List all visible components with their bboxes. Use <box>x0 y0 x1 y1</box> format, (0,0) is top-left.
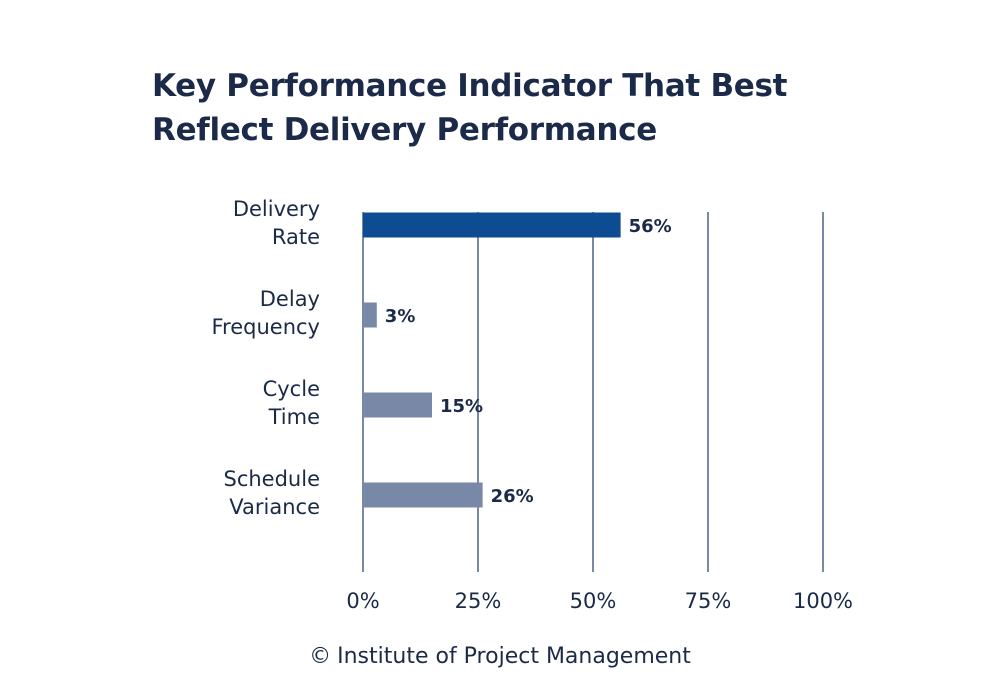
category-label-3-1: Variance <box>229 495 320 519</box>
category-label-0-1: Rate <box>272 225 320 249</box>
value-label-1: 3% <box>385 306 416 327</box>
value-label-3: 26% <box>491 486 534 507</box>
value-label-0: 56% <box>629 216 672 237</box>
category-label-1-1: Frequency <box>212 315 321 339</box>
copyright-footer: © Institute of Project Management <box>0 644 1000 669</box>
category-label-2-1: Time <box>268 405 320 429</box>
bar-0 <box>363 212 621 238</box>
category-label-0-0: Delivery <box>233 197 320 221</box>
chart-title: Key Performance Indicator That Best Refl… <box>152 64 912 152</box>
category-label-2-0: Cycle <box>263 377 320 401</box>
category-label-3-0: Schedule <box>224 467 321 491</box>
x-tick-label-75: 75% <box>685 589 732 613</box>
bar-1 <box>363 302 377 328</box>
chart-title-line-1: Key Performance Indicator That Best <box>152 68 788 104</box>
chart-title-line-2: Reflect Delivery Performance <box>152 112 657 148</box>
x-tick-label-100: 100% <box>793 589 853 613</box>
x-tick-label-0: 0% <box>346 589 379 613</box>
category-label-1-0: Delay <box>260 287 320 311</box>
copyright-icon: © <box>309 644 332 669</box>
x-tick-label-25: 25% <box>455 589 502 613</box>
footer-text: Institute of Project Management <box>337 644 691 669</box>
bar-3 <box>363 482 483 508</box>
bar-2 <box>363 392 432 418</box>
value-label-2: 15% <box>440 396 483 417</box>
x-tick-label-50: 50% <box>570 589 617 613</box>
